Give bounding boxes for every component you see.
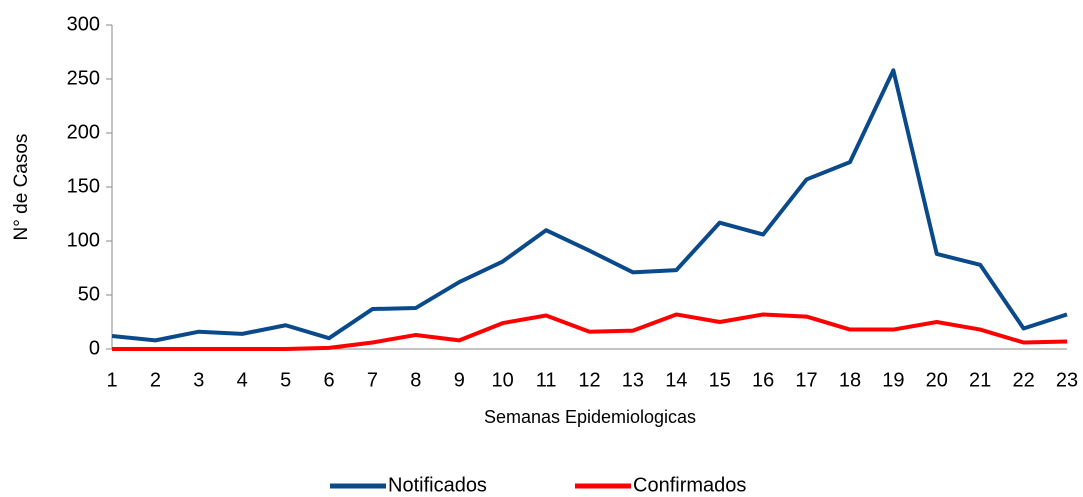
y-tick-label: 50 [78,283,100,305]
x-tick-label: 1 [106,369,117,391]
x-tick-label: 7 [367,369,378,391]
legend-label: Notificados [388,474,487,496]
y-tick-label: 150 [67,175,100,197]
x-tick-label: 12 [578,369,600,391]
y-tick-label: 250 [67,67,100,89]
y-tick-label: 300 [67,13,100,35]
x-tick-label: 6 [323,369,334,391]
x-tick-label: 10 [492,369,514,391]
x-tick-label: 17 [795,369,817,391]
y-tick-label: 100 [67,229,100,251]
x-tick-label: 4 [237,369,248,391]
x-axis-title: Semanas Epidemiologicas [484,407,696,427]
series-line [111,68,1068,343]
x-tick-label: 16 [752,369,774,391]
x-tick-label: 14 [665,369,687,391]
y-tick-label: 200 [67,121,100,143]
x-tick-label: 11 [536,369,557,391]
legend-label: Confirmados [633,474,746,496]
x-tick-label: 20 [926,369,948,391]
y-tick-label: 0 [89,337,100,359]
series-line [112,312,1068,351]
x-tick-label: 2 [150,369,161,391]
x-tick-label: 18 [839,369,861,391]
y-axis-title: N° de Casos [11,134,32,241]
x-tick-label: 5 [280,369,291,391]
x-tick-label: 23 [1056,369,1078,391]
x-tick-label: 13 [622,369,644,391]
x-tick-label: 3 [193,369,204,391]
x-tick-label: 9 [454,369,465,391]
x-tick-label: 8 [410,369,421,391]
x-tick-label: 15 [709,369,731,391]
x-tick-label: 19 [882,369,904,391]
x-tick-label: 21 [969,369,991,391]
x-tick-label: 22 [1012,369,1034,391]
